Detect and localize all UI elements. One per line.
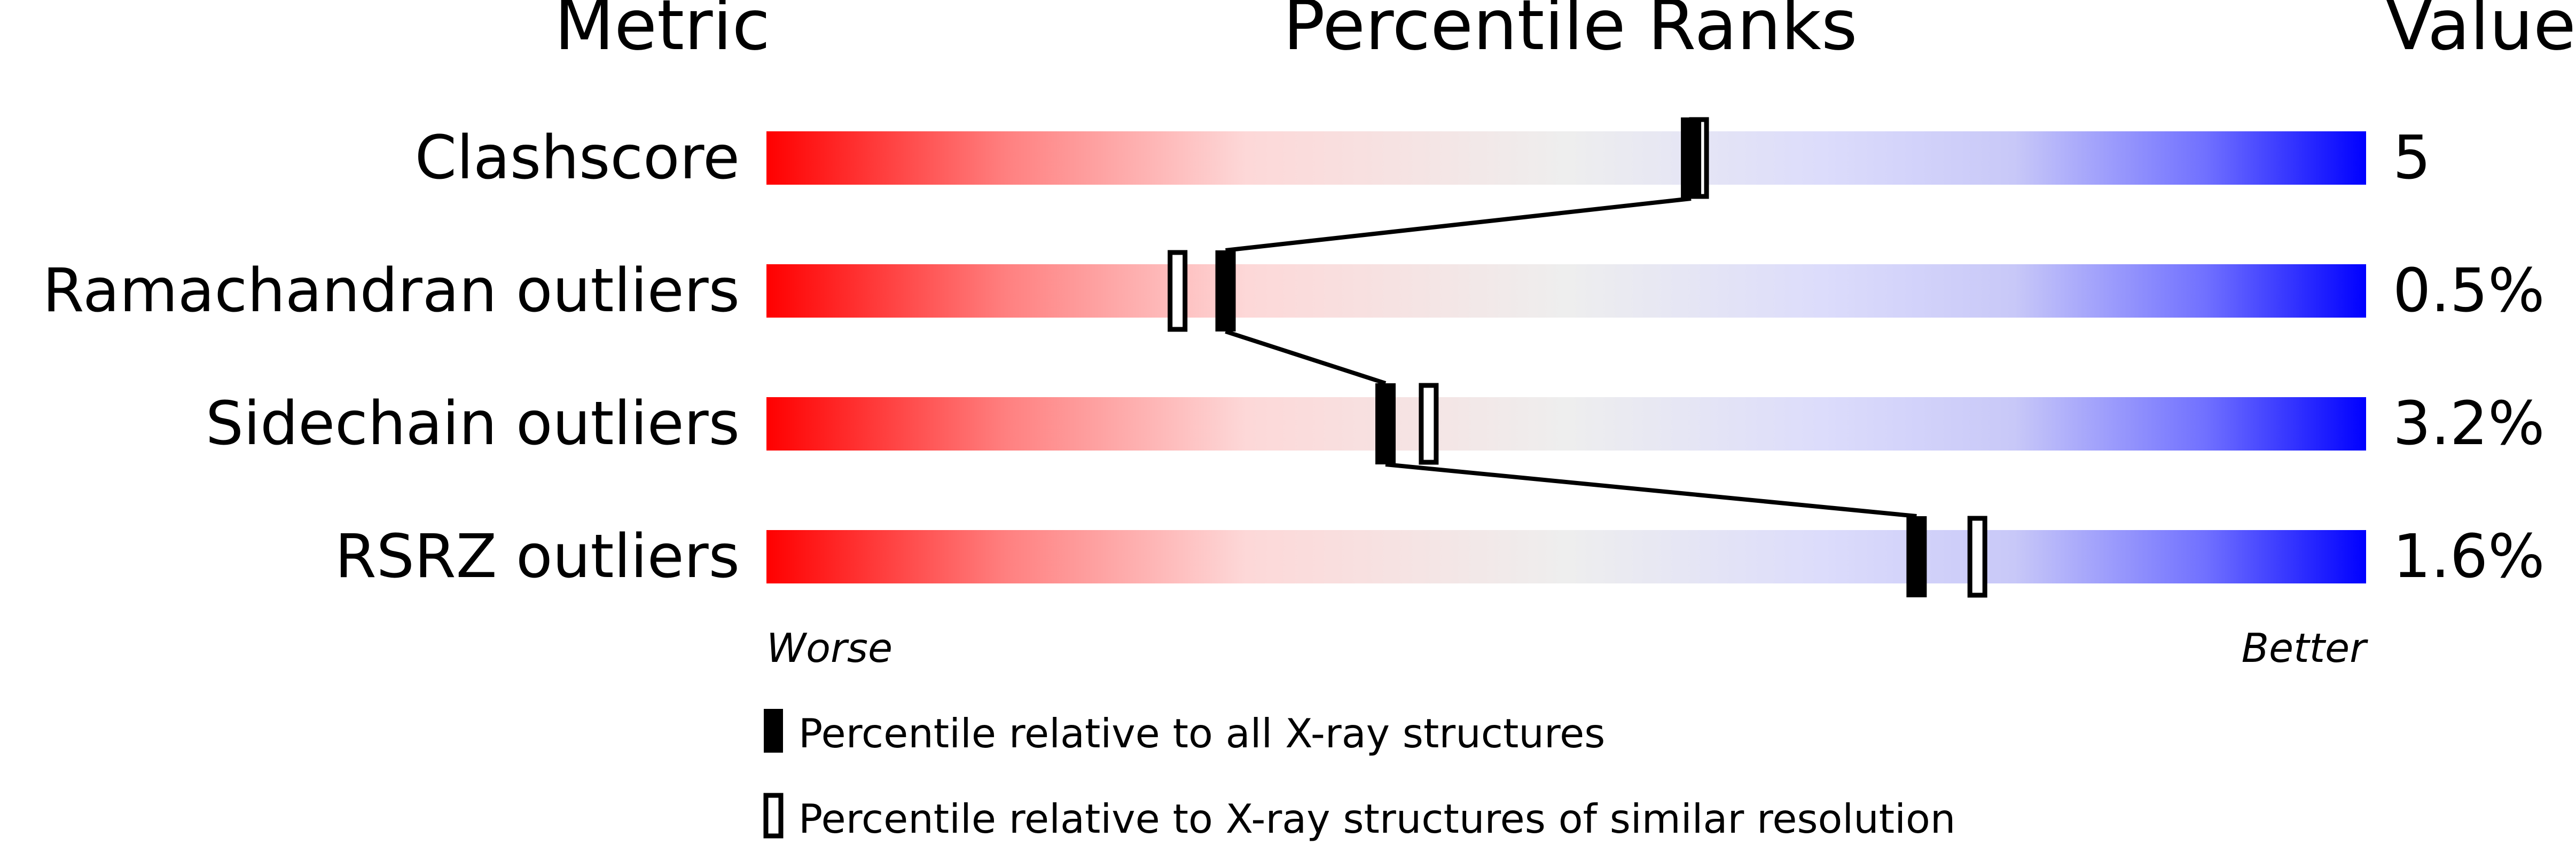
better-label: Better	[2242, 625, 2369, 672]
legend-open-marker-icon	[763, 793, 784, 839]
connector-line	[1385, 462, 1917, 518]
connector-line	[1225, 329, 1387, 385]
metric-value: 5	[2393, 123, 2431, 193]
worse-label: Worse	[766, 625, 892, 672]
similar-resolution-marker	[1967, 516, 1987, 598]
legend-all: Percentile relative to all X-ray structu…	[798, 710, 1605, 757]
legend-filled-marker-icon	[764, 709, 783, 753]
percentile-bar	[766, 397, 2366, 451]
metric-value: 0.5%	[2393, 256, 2545, 326]
metric-label: Ramachandran outliers	[43, 256, 740, 326]
metric-value: 3.2%	[2393, 389, 2545, 459]
header-value: Value	[2385, 0, 2576, 66]
all-structures-marker	[1681, 117, 1702, 199]
all-structures-marker	[1215, 250, 1236, 331]
all-structures-marker	[1375, 383, 1396, 464]
percentile-bar	[766, 131, 2366, 185]
similar-resolution-marker	[1419, 383, 1439, 465]
percentile-bar	[766, 264, 2366, 318]
metric-label: RSRZ outliers	[335, 522, 740, 591]
metric-value: 1.6%	[2393, 522, 2545, 591]
similar-resolution-marker	[1168, 250, 1188, 332]
percentile-bar	[766, 530, 2366, 583]
metric-label: Sidechain outliers	[206, 389, 740, 459]
connector-line	[1225, 196, 1692, 252]
metric-label: Clashscore	[415, 123, 740, 193]
all-structures-marker	[1906, 516, 1927, 597]
legend-similar: Percentile relative to X-ray structures …	[798, 795, 1955, 842]
header-percentile-ranks: Percentile Ranks	[1283, 0, 1857, 66]
header-metric: Metric	[554, 0, 770, 66]
